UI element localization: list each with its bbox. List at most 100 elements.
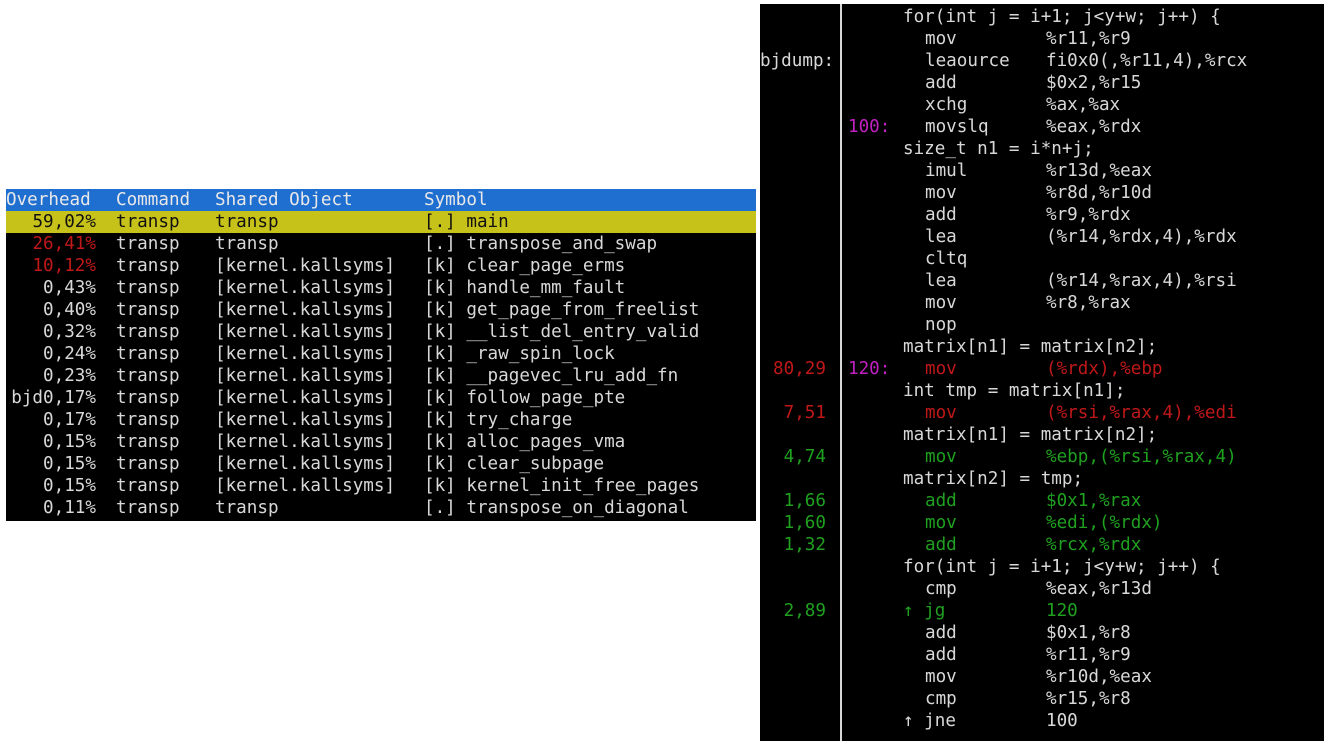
report-row[interactable]: 10,12% transp [kernel.kallsyms] [k] clear_p… <box>6 255 756 277</box>
asm-line[interactable]: lea (%r14,%rdx,4),%rdx <box>760 226 1324 248</box>
instruction-operands: %ax,%ax <box>1046 95 1121 115</box>
asm-line[interactable]: mov %r11,%r9 <box>760 28 1324 50</box>
report-row[interactable]: 0,15% transp [kernel.kallsyms] [k] alloc_pa… <box>6 431 756 453</box>
asm-line[interactable]: 2,89 ↑ jg 120 <box>760 600 1324 622</box>
report-row[interactable]: 0,32% transp [kernel.kallsyms] [k] __list_d… <box>6 321 756 343</box>
command-cell: transp <box>116 410 180 430</box>
source-code-text: size_t n1 = i*n+j; <box>903 139 1094 159</box>
overhead-cell: 0,15% <box>43 454 96 474</box>
symbol-cell: [k] clear_page_erms <box>424 256 626 276</box>
report-row[interactable]: bjd0,17% transp [kernel.kallsyms] [k] follo… <box>6 387 756 409</box>
report-row[interactable]: 0,43% transp [kernel.kallsyms] [k] handle_m… <box>6 277 756 299</box>
asm-line[interactable]: 1,32 add %rcx,%rdx <box>760 534 1324 556</box>
asm-line[interactable]: 1,66 add $0x1,%rax <box>760 490 1324 512</box>
shared-object-cell: transp <box>215 234 279 254</box>
shared-object-cell: [kernel.kallsyms] <box>215 432 396 452</box>
report-row[interactable]: 0,23% transp [kernel.kallsyms] [k] __pageve… <box>6 365 756 387</box>
symbol-column-header[interactable]: Symbol <box>424 190 488 210</box>
instruction-mnemonic: lea <box>925 227 957 247</box>
report-row[interactable]: 0,40% transp [kernel.kallsyms] [k] get_page… <box>6 299 756 321</box>
command-column-header[interactable]: Command <box>116 190 191 210</box>
shared-object-cell: [kernel.kallsyms] <box>215 410 396 430</box>
instruction-mnemonic: imul <box>925 161 968 181</box>
instruction-mnemonic: mov <box>925 183 957 203</box>
report-row[interactable]: 0,15% transp [kernel.kallsyms] [k] clear_su… <box>6 453 756 475</box>
overhead-cell: 59,02% <box>32 212 96 232</box>
asm-line[interactable]: bjdump: leaource fi0x0(,%r11,4),%rcx <box>760 50 1324 72</box>
report-row-selected[interactable]: 59,02% transp transp [.] main <box>6 211 756 233</box>
source-line[interactable]: int tmp = matrix[n1]; <box>760 380 1324 402</box>
source-code-text: int tmp = matrix[n1]; <box>903 381 1126 401</box>
asm-line[interactable]: mov %r8d,%r10d <box>760 182 1324 204</box>
instruction-operands: %r9,%rdx <box>1046 205 1131 225</box>
report-row[interactable]: 0,17% transp [kernel.kallsyms] [k] try_char… <box>6 409 756 431</box>
asm-line[interactable]: cmp %eax,%r13d <box>760 578 1324 600</box>
shared-object-cell: transp <box>215 498 279 518</box>
symbol-cell: [k] get_page_from_freelist <box>424 300 700 320</box>
symbol-cell: [k] alloc_pages_vma <box>424 432 626 452</box>
asm-line[interactable]: mov %r10d,%eax <box>760 666 1324 688</box>
instruction-operands: %r10d,%eax <box>1046 667 1152 687</box>
overhead-cell: 0,11% <box>43 498 96 518</box>
shared-object-column-header[interactable]: Shared Object <box>215 190 353 210</box>
overhead-column-header[interactable]: Overhead <box>6 190 91 210</box>
instruction-mnemonic: add <box>925 623 957 643</box>
asm-line[interactable]: 4,74 mov %ebp,(%rsi,%rax,4) <box>760 446 1324 468</box>
asm-line[interactable]: cltq <box>760 248 1324 270</box>
report-row[interactable]: 0,11% transp transp [.] transpose_on_diagon… <box>6 497 756 519</box>
instruction-mnemonic: movslq <box>925 117 989 137</box>
asm-line[interactable]: 7,51 mov (%rsi,%rax,4),%edi <box>760 402 1324 424</box>
asm-line[interactable]: 100: movslq %eax,%rdx <box>760 116 1324 138</box>
asm-line[interactable]: imul %r13d,%eax <box>760 160 1324 182</box>
instruction-mnemonic: mov <box>925 667 957 687</box>
instruction-operands: (%rsi,%rax,4),%edi <box>1046 403 1237 423</box>
instruction-mnemonic: xchg <box>925 95 968 115</box>
asm-line[interactable]: xchg %ax,%ax <box>760 94 1324 116</box>
asm-line[interactable]: ↑ jne 100 <box>760 710 1324 732</box>
asm-line[interactable]: lea (%r14,%rax,4),%rsi <box>760 270 1324 292</box>
source-line[interactable]: matrix[n1] = matrix[n2]; <box>760 336 1324 358</box>
instruction-operands: %eax,%r13d <box>1046 579 1152 599</box>
shared-object-cell: [kernel.kallsyms] <box>215 278 396 298</box>
shared-object-cell: [kernel.kallsyms] <box>215 300 396 320</box>
asm-line[interactable]: nop <box>760 314 1324 336</box>
instruction-operands: %edi,(%rdx) <box>1046 513 1163 533</box>
asm-line[interactable]: 1,60 mov %edi,(%rdx) <box>760 512 1324 534</box>
command-cell: transp <box>116 432 180 452</box>
asm-line[interactable]: add %r9,%rdx <box>760 204 1324 226</box>
command-cell: transp <box>116 300 180 320</box>
command-cell: transp <box>116 212 180 232</box>
source-line[interactable]: matrix[n1] = matrix[n2]; <box>760 424 1324 446</box>
asm-line[interactable]: add %r11,%r9 <box>760 644 1324 666</box>
sample-percent: 1,60 <box>783 513 826 533</box>
report-row[interactable]: 0,24% transp [kernel.kallsyms] [k] _raw_spi… <box>6 343 756 365</box>
source-line[interactable]: size_t n1 = i*n+j; <box>760 138 1324 160</box>
sample-percent: 2,89 <box>783 601 826 621</box>
asm-line[interactable]: add $0x2,%r15 <box>760 72 1324 94</box>
symbol-cell: [k] follow_page_pte <box>424 388 626 408</box>
shared-object-cell: [kernel.kallsyms] <box>215 366 396 386</box>
asm-line[interactable]: mov %r8,%rax <box>760 292 1324 314</box>
symbol-cell: [k] try_charge <box>424 410 573 430</box>
overhead-cell: 0,43% <box>43 278 96 298</box>
asm-line[interactable]: add $0x1,%r8 <box>760 622 1324 644</box>
instruction-operands: %r8d,%r10d <box>1046 183 1152 203</box>
overhead-cell: 0,24% <box>43 344 96 364</box>
instruction-operands: 120 <box>1046 601 1078 621</box>
symbol-cell: [k] kernel_init_free_pages <box>424 476 700 496</box>
shared-object-cell: [kernel.kallsyms] <box>215 344 396 364</box>
instruction-mnemonic: add <box>925 205 957 225</box>
sample-percent: 80,29 <box>773 359 826 379</box>
report-row[interactable]: 0,15% transp [kernel.kallsyms] [k] kernel_i… <box>6 475 756 497</box>
instruction-operands: %r15,%r8 <box>1046 689 1131 709</box>
asm-line[interactable]: 80,29 120: mov (%rdx),%ebp <box>760 358 1324 380</box>
report-header: Overhead Command Shared Object Symbol <box>6 189 756 211</box>
source-line[interactable]: matrix[n2] = tmp; <box>760 468 1324 490</box>
source-line[interactable]: for(int j = i+1; j<y+w; j++) { <box>760 6 1324 28</box>
report-row[interactable]: 26,41% transp transp [.] transpose_and_swap <box>6 233 756 255</box>
asm-line[interactable]: cmp %r15,%r8 <box>760 688 1324 710</box>
source-line[interactable]: for(int j = i+1; j<y+w; j++) { <box>760 556 1324 578</box>
command-cell: transp <box>116 498 180 518</box>
instruction-mnemonic: mov <box>925 359 957 379</box>
margin-label: bjdump: <box>760 51 835 71</box>
